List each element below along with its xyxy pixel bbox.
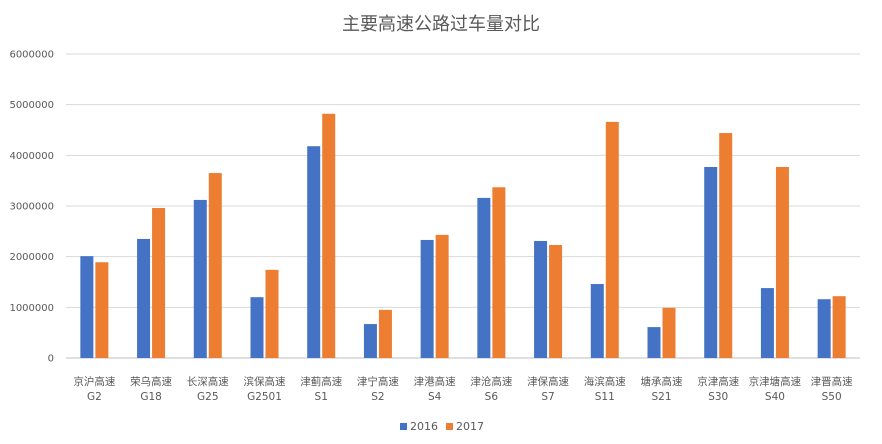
x-category-label: 荣乌高速 (130, 375, 172, 388)
bar-2016-S21 (647, 327, 661, 358)
bar-2017-S21 (662, 307, 676, 358)
x-category-label: 长深高速 (187, 375, 229, 388)
bar-2017-S2 (378, 309, 392, 358)
legend-label: 2017 (456, 420, 484, 433)
x-category-code: S2 (371, 391, 384, 403)
x-category-label: 京津高速 (697, 375, 739, 388)
x-category-code: S11 (595, 391, 615, 403)
bar-2017-G2501 (265, 269, 279, 358)
x-category-code: S6 (485, 391, 499, 403)
y-tick-label: 1000000 (9, 303, 54, 314)
bar-2016-S1 (307, 146, 321, 358)
bar-2017-S1 (322, 113, 336, 358)
bar-2016-S11 (590, 284, 604, 358)
legend-swatch-2016 (400, 423, 407, 430)
x-category-code: G25 (197, 391, 219, 403)
bar-2017-S30 (719, 133, 733, 358)
x-category-code: S1 (315, 391, 328, 403)
bar-2017-G18 (152, 208, 166, 358)
x-category-label: 津保高速 (527, 375, 569, 388)
bar-2016-G2501 (250, 297, 264, 358)
chart-title: 主要高速公路过车量对比 (342, 14, 540, 35)
x-category-label: 津晋高速 (811, 375, 853, 388)
x-category-code: S30 (708, 391, 728, 403)
bar-2017-G25 (208, 173, 222, 358)
bar-2017-S6 (492, 187, 506, 358)
x-category-code: S50 (822, 391, 842, 403)
x-category-label: 滨保高速 (244, 375, 286, 388)
bar-2017-S40 (775, 166, 789, 358)
x-category-label: 京沪高速 (73, 375, 115, 388)
y-tick-label: 5000000 (9, 100, 54, 111)
legend-label: 2016 (410, 420, 438, 433)
bar-2016-S6 (477, 197, 491, 358)
x-category-code: S4 (428, 391, 442, 403)
x-category-label: 津蓟高速 (300, 375, 342, 388)
y-tick-label: 0 (48, 354, 54, 365)
x-category-code: S40 (765, 391, 785, 403)
bar-2016-S7 (534, 240, 548, 358)
bar-2017-S11 (605, 121, 619, 358)
x-axis: 京沪高速 G2 荣乌高速 G18 长深高速 G25 滨保高速 G2501 津蓟高速 S1 津宁高速 S… (73, 375, 853, 403)
gridlines (66, 53, 860, 359)
bar-2016-S30 (704, 166, 718, 358)
y-tick-label: 6000000 (9, 50, 54, 61)
y-tick-label: 4000000 (9, 151, 54, 162)
bar-2016-G2 (80, 256, 94, 358)
x-category-code: G2501 (247, 391, 282, 403)
x-category-label: 海滨高速 (584, 375, 626, 388)
bar-2016-S40 (760, 288, 774, 358)
x-category-label: 津宁高速 (357, 375, 399, 388)
x-category-code: S21 (651, 391, 671, 403)
bar-2017-G2 (95, 262, 109, 358)
x-category-code: G2 (87, 391, 102, 403)
bars (80, 113, 846, 358)
x-category-label: 津沧高速 (470, 375, 512, 388)
x-category-label: 津港高速 (414, 375, 456, 388)
bar-2016-G25 (193, 199, 207, 358)
bar-2016-S2 (363, 324, 377, 358)
bar-2017-S4 (435, 234, 449, 358)
y-axis: 0 1000000 2000000 3000000 4000000 5000000 6000… (9, 50, 54, 365)
legend: 2016 2017 (400, 420, 484, 433)
y-tick-label: 3000000 (9, 202, 54, 213)
y-tick-label: 2000000 (9, 252, 54, 263)
x-category-label: 京津塘高速 (749, 375, 802, 388)
x-category-code: G18 (140, 391, 162, 403)
legend-swatch-2017 (446, 423, 453, 430)
bar-2017-S7 (549, 245, 563, 358)
bar-2016-S4 (420, 239, 434, 358)
x-category-label: 塘承高速 (641, 375, 683, 388)
bar-2016-S50 (817, 299, 831, 358)
bar-2016-G18 (137, 238, 151, 358)
bar-2017-S50 (832, 296, 846, 358)
x-category-code: S7 (541, 391, 554, 403)
